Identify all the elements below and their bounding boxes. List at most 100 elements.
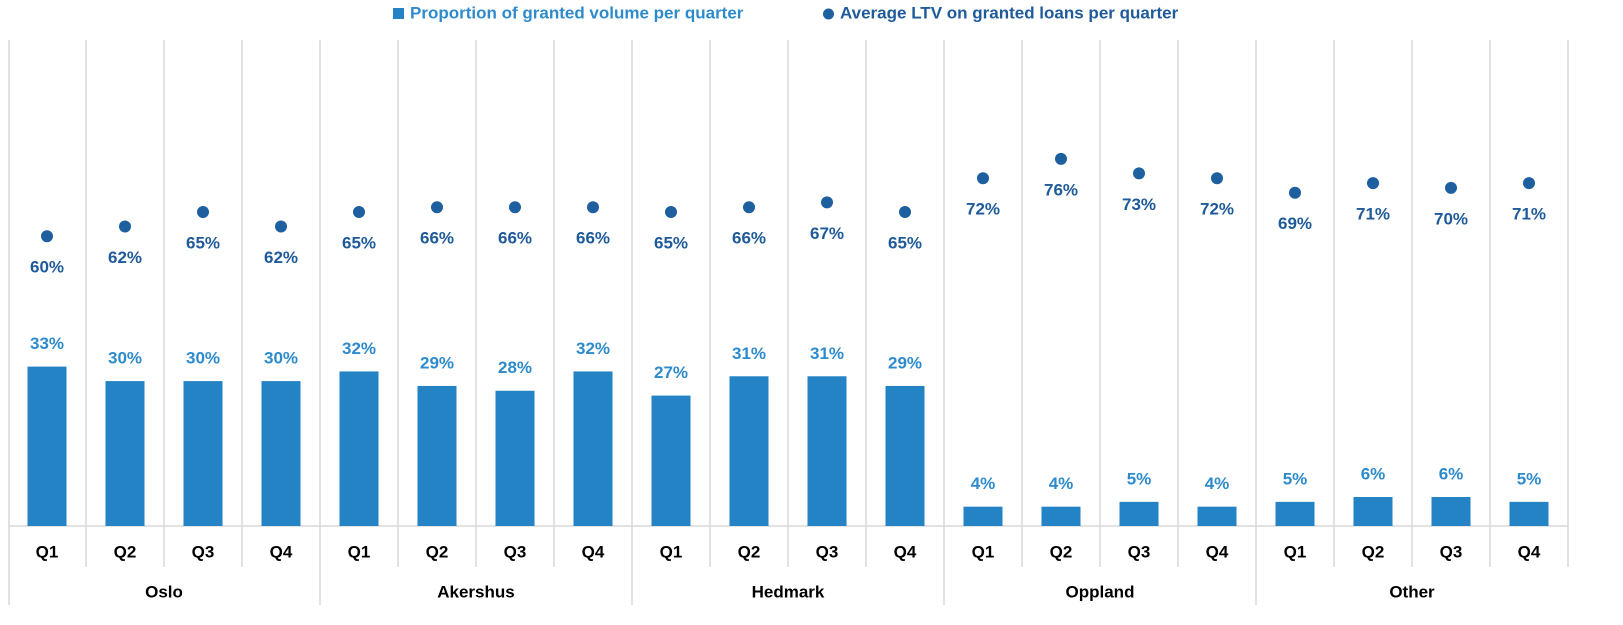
legend-swatch [393,8,404,19]
x-tick-label: Q3 [504,542,527,561]
dot-value-label: 62% [264,248,298,267]
dot-value-label: 72% [1200,200,1234,219]
ltv-dot [1211,172,1223,185]
ltv-dot [1523,177,1535,190]
legend-label: Average LTV on granted loans per quarter [840,3,1179,22]
ltv-dot [1445,181,1457,194]
bar-value-label: 29% [420,353,454,372]
bar [417,385,457,526]
x-tick-label: Q2 [426,542,449,561]
legend-label: Proportion of granted volume per quarter [410,3,744,22]
bar-value-label: 33% [30,334,64,353]
dot-value-label: 65% [186,234,220,253]
x-tick-label: Q1 [660,542,683,561]
bar [963,506,1003,526]
group-label: Oslo [145,582,183,601]
x-tick-label: Q1 [36,542,59,561]
bar [261,381,301,526]
x-tick-label: Q4 [270,542,293,561]
bar-value-label: 30% [264,349,298,368]
bar [885,385,925,526]
ltv-dot [977,172,989,185]
dot-value-label: 66% [420,229,454,248]
x-tick-label: Q3 [816,542,839,561]
ltv-dot [665,206,677,219]
ltv-dot [275,220,287,233]
bar-value-label: 32% [342,339,376,358]
x-tick-label: Q1 [348,542,371,561]
ltv-dot [1133,167,1145,180]
bar [1431,497,1471,526]
bar [339,371,379,526]
dot-value-label: 76% [1044,180,1078,199]
bar [573,371,613,526]
bar [1119,501,1159,526]
bar-value-label: 31% [732,344,766,363]
legend-swatch [823,8,834,20]
dot-value-label: 67% [810,224,844,243]
group-label: Akershus [437,582,514,601]
x-tick-label: Q2 [114,542,137,561]
ltv-dot [41,230,53,243]
bar-value-label: 5% [1517,469,1542,488]
dot-value-label: 71% [1356,205,1390,224]
bar [1197,506,1237,526]
bar [183,381,223,526]
bar [651,395,691,526]
dot-value-label: 69% [1278,214,1312,233]
group-label: Oppland [1066,582,1135,601]
bar-value-label: 6% [1361,465,1386,484]
bar-value-label: 30% [108,349,142,368]
bar-value-label: 31% [810,344,844,363]
bar [1353,497,1393,526]
x-tick-label: Q4 [1206,542,1229,561]
bar [1509,501,1549,526]
dot-value-label: 73% [1122,195,1156,214]
ltv-dot [1367,177,1379,190]
bar [729,376,769,526]
x-tick-label: Q3 [1128,542,1151,561]
bar-value-label: 27% [654,363,688,382]
x-tick-label: Q3 [1440,542,1463,561]
dot-value-label: 70% [1434,209,1468,228]
dot-value-label: 72% [966,200,1000,219]
x-tick-label: Q4 [894,542,917,561]
bar-value-label: 4% [1049,474,1074,493]
bar [105,381,145,526]
dot-value-label: 71% [1512,205,1546,224]
x-tick-label: Q3 [192,542,215,561]
bar-value-label: 4% [971,474,996,493]
bar [1275,501,1315,526]
bar [495,390,535,526]
dot-value-label: 66% [576,229,610,248]
x-tick-label: Q1 [1284,542,1307,561]
x-tick-label: Q4 [582,542,605,561]
bar [1041,506,1081,526]
bar [27,366,67,526]
ltv-dot [509,201,521,214]
ltv-dot [431,201,443,214]
bar-value-label: 28% [498,358,532,377]
ltv-dot [821,196,833,209]
x-tick-label: Q4 [1518,542,1541,561]
ltv-dot [197,206,209,219]
ltv-dot [119,220,131,233]
group-label: Hedmark [752,582,825,601]
bar [807,376,847,526]
bar-value-label: 5% [1283,469,1308,488]
x-tick-label: Q2 [1362,542,1385,561]
bar-value-label: 5% [1127,469,1152,488]
x-tick-label: Q1 [972,542,995,561]
bar-value-label: 32% [576,339,610,358]
dot-value-label: 66% [498,229,532,248]
ltv-dot [743,201,755,214]
bar-value-label: 29% [888,353,922,372]
dot-value-label: 62% [108,248,142,267]
dot-value-label: 65% [342,234,376,253]
ltv-dot [587,201,599,214]
dot-value-label: 60% [30,258,64,277]
x-tick-label: Q2 [738,542,761,561]
ltv-dot [1055,152,1067,165]
ltv-dot [1289,186,1301,199]
